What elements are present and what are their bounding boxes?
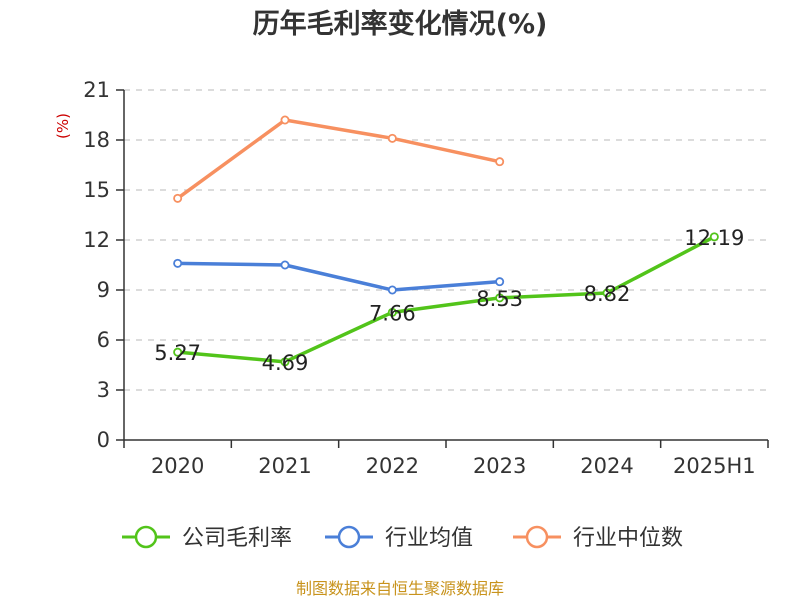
series-0 bbox=[173, 232, 719, 367]
y-tick-label: 15 bbox=[83, 178, 110, 202]
legend: 公司毛利率 行业均值 行业中位数 bbox=[122, 525, 683, 551]
y-tick-label: 18 bbox=[83, 128, 110, 152]
data-point bbox=[495, 293, 505, 303]
data-label: 8.82 bbox=[584, 282, 631, 306]
grid-layer bbox=[124, 89, 768, 391]
legend-marker bbox=[525, 525, 549, 549]
legend-marker bbox=[134, 525, 158, 549]
series-1 bbox=[173, 258, 505, 295]
data-point bbox=[387, 307, 397, 317]
legend-item: 行业中位数 bbox=[513, 525, 683, 551]
x-tick-label: 2024 bbox=[580, 454, 633, 478]
data-label: 4.69 bbox=[262, 351, 309, 375]
data-point bbox=[173, 193, 183, 203]
series-line bbox=[177, 261, 500, 292]
data-label-layer: 5.27 4.69 7.66 8.53 8.82 12.19 bbox=[154, 226, 744, 375]
data-point bbox=[387, 285, 397, 295]
data-point bbox=[709, 232, 719, 242]
legend-label: 行业中位数 bbox=[573, 526, 683, 551]
legend-label: 行业均值 bbox=[385, 526, 473, 551]
series-2 bbox=[173, 115, 505, 203]
x-tick-label: 2025H1 bbox=[673, 454, 756, 478]
legend-label: 公司毛利率 bbox=[182, 526, 292, 551]
data-point bbox=[280, 115, 290, 125]
x-tick-label: 2020 bbox=[151, 454, 204, 478]
series-layer bbox=[173, 115, 719, 367]
x-tick-label: 2021 bbox=[258, 454, 311, 478]
data-label: 7.66 bbox=[369, 301, 416, 325]
source-note: 制图数据来自恒生聚源数据库 bbox=[296, 579, 504, 598]
x-tick-label: 2023 bbox=[473, 454, 526, 478]
y-tick-label: 6 bbox=[97, 328, 110, 352]
data-point bbox=[387, 133, 397, 143]
legend-item: 行业均值 bbox=[325, 525, 473, 551]
chart-title: 历年毛利率变化情况(%) bbox=[253, 8, 548, 40]
y-tick-label: 0 bbox=[97, 428, 110, 452]
data-point bbox=[173, 347, 183, 357]
y-tick-label: 21 bbox=[83, 78, 110, 102]
data-point bbox=[495, 277, 505, 287]
x-tick-label: 2022 bbox=[366, 454, 419, 478]
data-label: 5.27 bbox=[154, 341, 201, 365]
y-tick-label: 12 bbox=[83, 228, 110, 252]
y-tick-label: 3 bbox=[97, 378, 110, 402]
y-axis-unit-label: (%) bbox=[54, 113, 72, 139]
data-point bbox=[280, 357, 290, 367]
y-tick-label: 9 bbox=[97, 278, 110, 302]
series-line bbox=[176, 118, 501, 200]
data-point bbox=[602, 288, 612, 298]
series-line bbox=[177, 235, 716, 364]
legend-item: 公司毛利率 bbox=[122, 525, 292, 551]
legend-marker bbox=[337, 525, 361, 549]
axis-layer: 0 3 6 9 12 15 18 21 2020 2021 2022 2023 2024 2025H1 bbox=[83, 78, 769, 478]
data-label: 8.53 bbox=[476, 287, 523, 311]
data-label: 12.19 bbox=[684, 226, 744, 250]
data-point bbox=[173, 258, 183, 268]
data-point bbox=[280, 260, 290, 270]
data-point bbox=[495, 157, 505, 167]
